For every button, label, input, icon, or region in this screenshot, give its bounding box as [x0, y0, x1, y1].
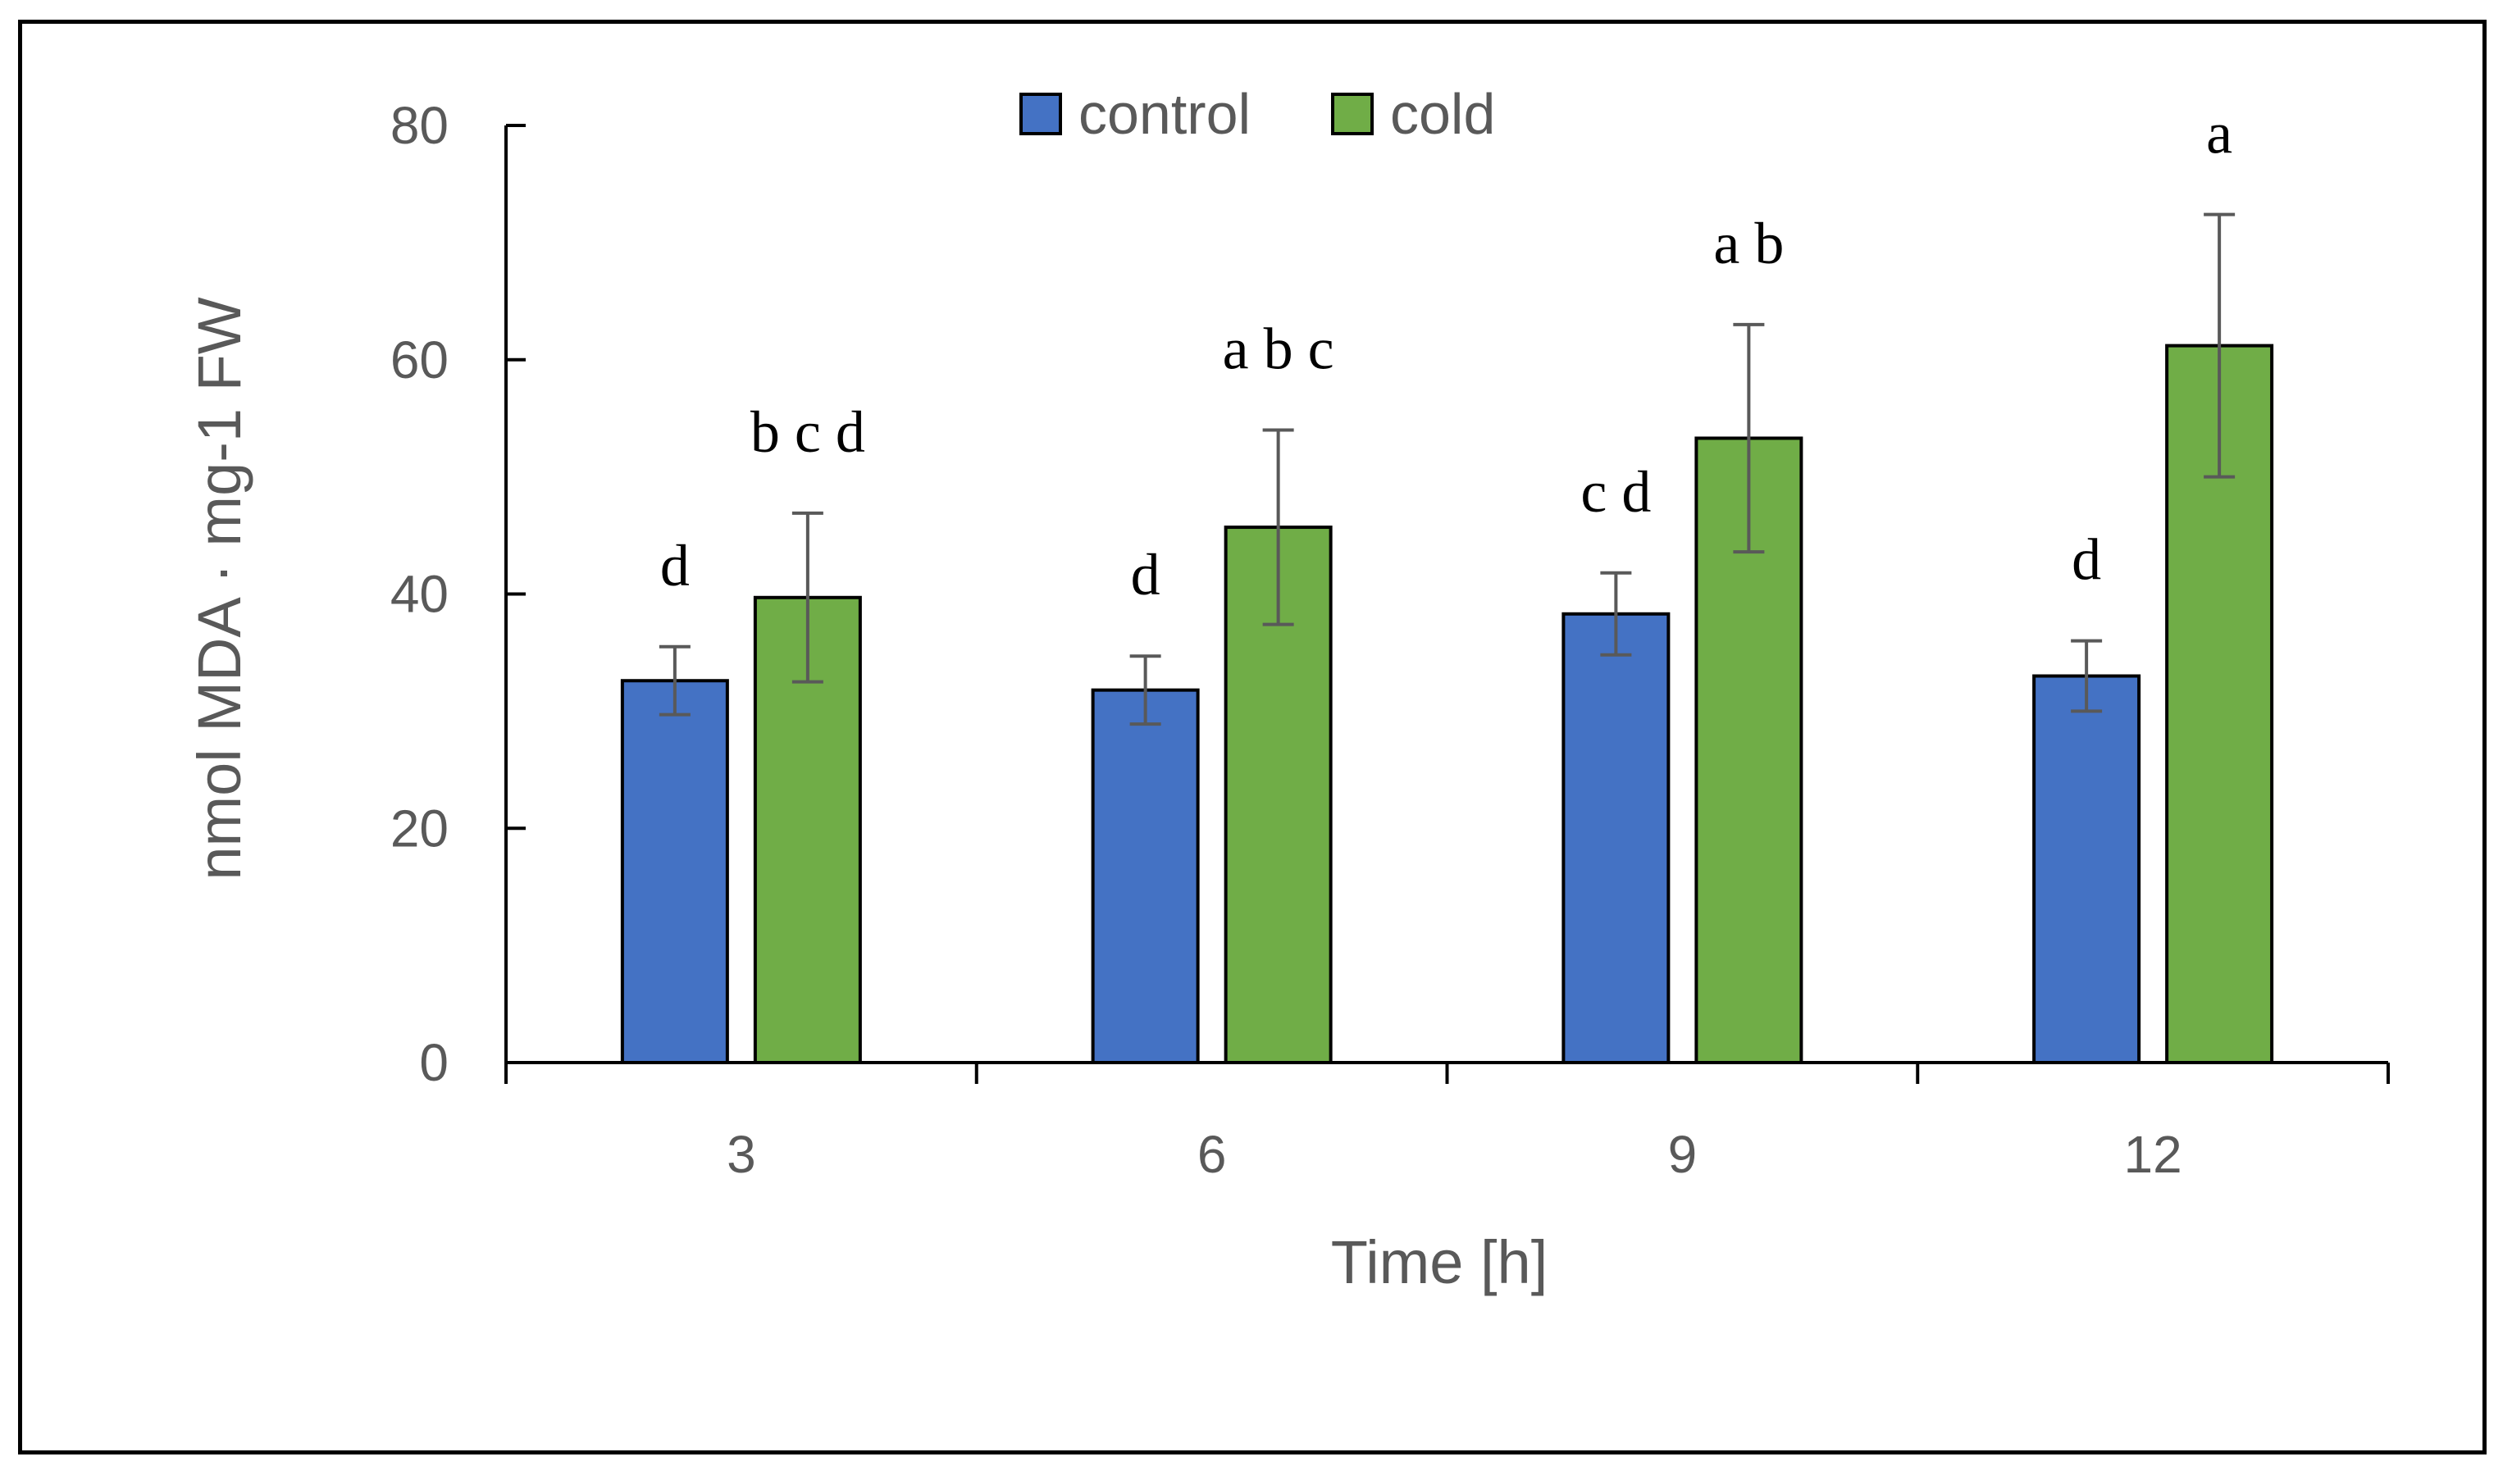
bar-cold-9h — [1694, 436, 1803, 1064]
significance-label-cold-12h: a — [2206, 101, 2232, 166]
y-tick-label-40: 40 — [390, 565, 449, 624]
bar-control-9h — [1561, 612, 1671, 1064]
significance-label-cold-6h: a b c — [1223, 316, 1334, 381]
bar-control-6h — [1091, 688, 1200, 1064]
x-tick-label-6: 6 — [1197, 1125, 1227, 1184]
y-tick-label-60: 60 — [390, 330, 449, 389]
x-tick-label-3: 3 — [727, 1125, 756, 1184]
legend-swatch-control — [1019, 93, 1062, 135]
axes-layer: 3 6 9 12 0 20 40 60 80 — [390, 96, 2390, 1184]
error-bars-layer — [659, 212, 2236, 726]
legend-swatch-cold — [1331, 93, 1374, 135]
significance-label-control-9h: c d — [1580, 459, 1651, 525]
legend: control cold — [1019, 82, 1495, 146]
y-tick-label-20: 20 — [390, 799, 449, 858]
significance-label-cold-9h: a b — [1713, 211, 1784, 276]
y-axis-title: nmol MDA · mg-1 FW — [185, 297, 253, 880]
legend-label-cold: cold — [1390, 82, 1495, 146]
significance-label-control-3h: d — [660, 533, 690, 599]
legend-label-control: control — [1078, 82, 1251, 146]
y-tick-label-0: 0 — [419, 1033, 449, 1092]
bars-layer — [620, 344, 2274, 1065]
x-axis-title: Time [h] — [1331, 1228, 1548, 1296]
significance-label-cold-3h: b c d — [750, 399, 865, 465]
significance-labels-layer: d b c d d a b c c d a b d a — [660, 101, 2232, 608]
y-tick-label-80: 80 — [390, 96, 449, 155]
x-tick-label-12: 12 — [2124, 1125, 2182, 1184]
significance-label-control-12h: d — [2072, 527, 2101, 593]
significance-label-control-6h: d — [1131, 542, 1160, 608]
bar-control-3h — [620, 679, 729, 1064]
x-tick-label-9: 9 — [1668, 1125, 1698, 1184]
bar-control-12h — [2032, 674, 2141, 1064]
